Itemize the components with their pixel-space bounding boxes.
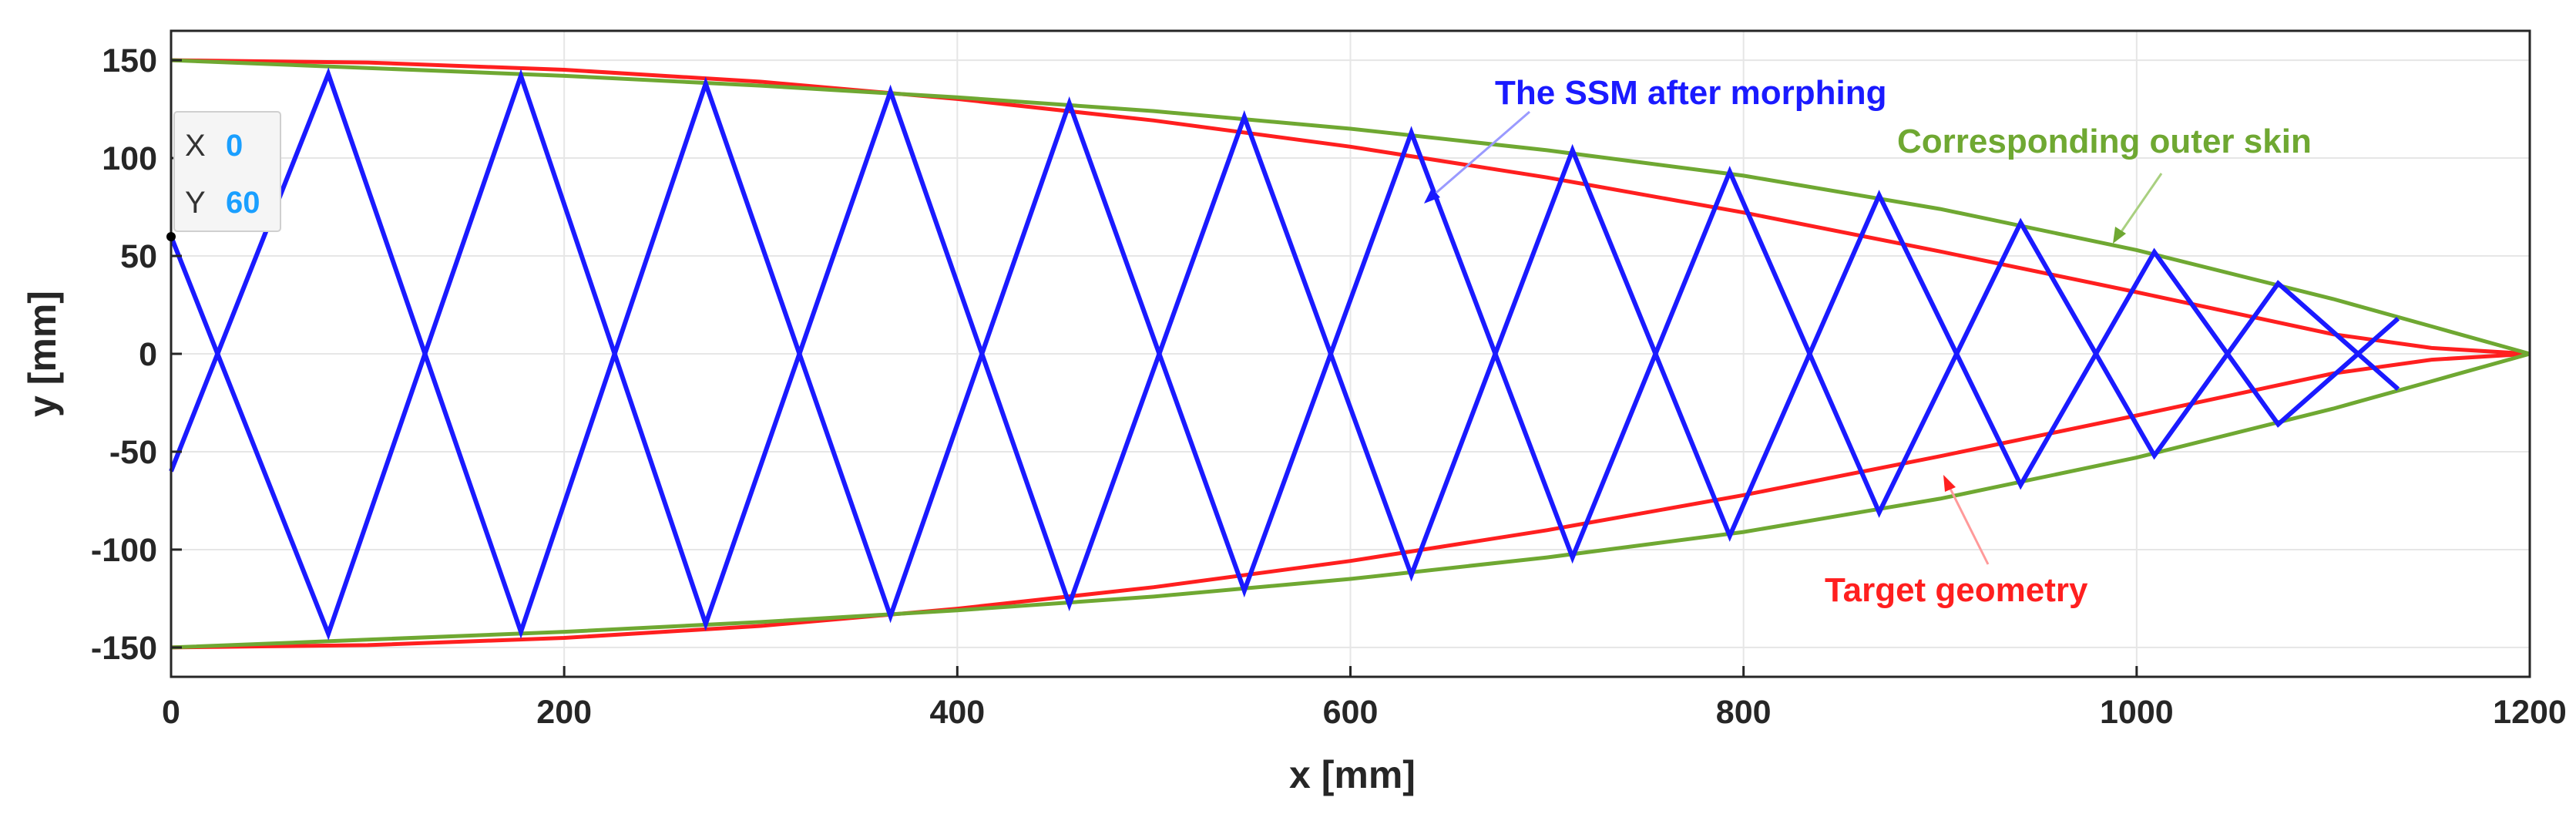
y-tick-label: 0 (139, 336, 157, 373)
datatip-y-label: Y (185, 186, 206, 220)
x-tick-label: 1000 (2100, 694, 2174, 731)
y-tick-label: -150 (91, 630, 157, 667)
ssm-line-a (169, 67, 2400, 639)
annotation-target-geometry: Target geometry (1825, 571, 2088, 609)
annotation-arrowhead-ssm (1424, 188, 1440, 204)
datatip-x-label: X (185, 129, 206, 163)
y-tick-label: 150 (102, 42, 157, 79)
y-axis-label: y [mm] (21, 291, 64, 417)
datatip-y-value: 60 (226, 186, 260, 220)
annotation-arrow-ssm (1425, 110, 1530, 204)
skin-lower-line (170, 352, 2531, 650)
target-upper-line (170, 58, 2531, 356)
series-ssm (169, 67, 2400, 641)
series-outer-skin (170, 58, 2531, 650)
skin-upper-line (170, 58, 2531, 356)
x-tick-label: 1200 (2493, 694, 2567, 731)
x-axis-label: x [mm] (1289, 753, 1416, 796)
ssm-line-b (169, 69, 2400, 641)
y-tick-label: -100 (91, 532, 157, 569)
y-tick-label: 100 (102, 140, 157, 177)
annotations: The SSM after morphing Corresponding out… (1424, 74, 2312, 609)
x-tick-label: 600 (1323, 694, 1379, 731)
x-tick-label: 200 (536, 694, 592, 731)
series-target-geometry (170, 58, 2531, 650)
annotation-arrowhead-skin (2113, 227, 2126, 244)
datatip-marker (166, 232, 176, 241)
annotation-arrow-skin (2114, 173, 2163, 241)
annotation-outer-skin: Corresponding outer skin (1897, 123, 2312, 160)
x-tick-label: 800 (1716, 694, 1772, 731)
datatip-box (173, 111, 281, 232)
annotation-arrow-target (1944, 479, 1990, 565)
y-tick-label: -50 (109, 434, 157, 471)
x-ticks: 0 200 400 600 800 1000 1200 (162, 666, 2567, 731)
annotation-arrowhead-target (1943, 475, 1956, 492)
grid (170, 31, 2531, 677)
x-tick-label: 400 (929, 694, 985, 731)
datatip[interactable]: X 0 Y 60 (166, 111, 281, 241)
y-tick-label: 50 (120, 238, 157, 275)
annotation-ssm: The SSM after morphing (1495, 74, 1886, 112)
datatip-x-value: 0 (226, 129, 243, 163)
target-lower-line (170, 352, 2531, 650)
x-tick-label: 0 (162, 694, 180, 731)
y-ticks: -150 -100 -50 0 50 100 150 (91, 42, 182, 667)
